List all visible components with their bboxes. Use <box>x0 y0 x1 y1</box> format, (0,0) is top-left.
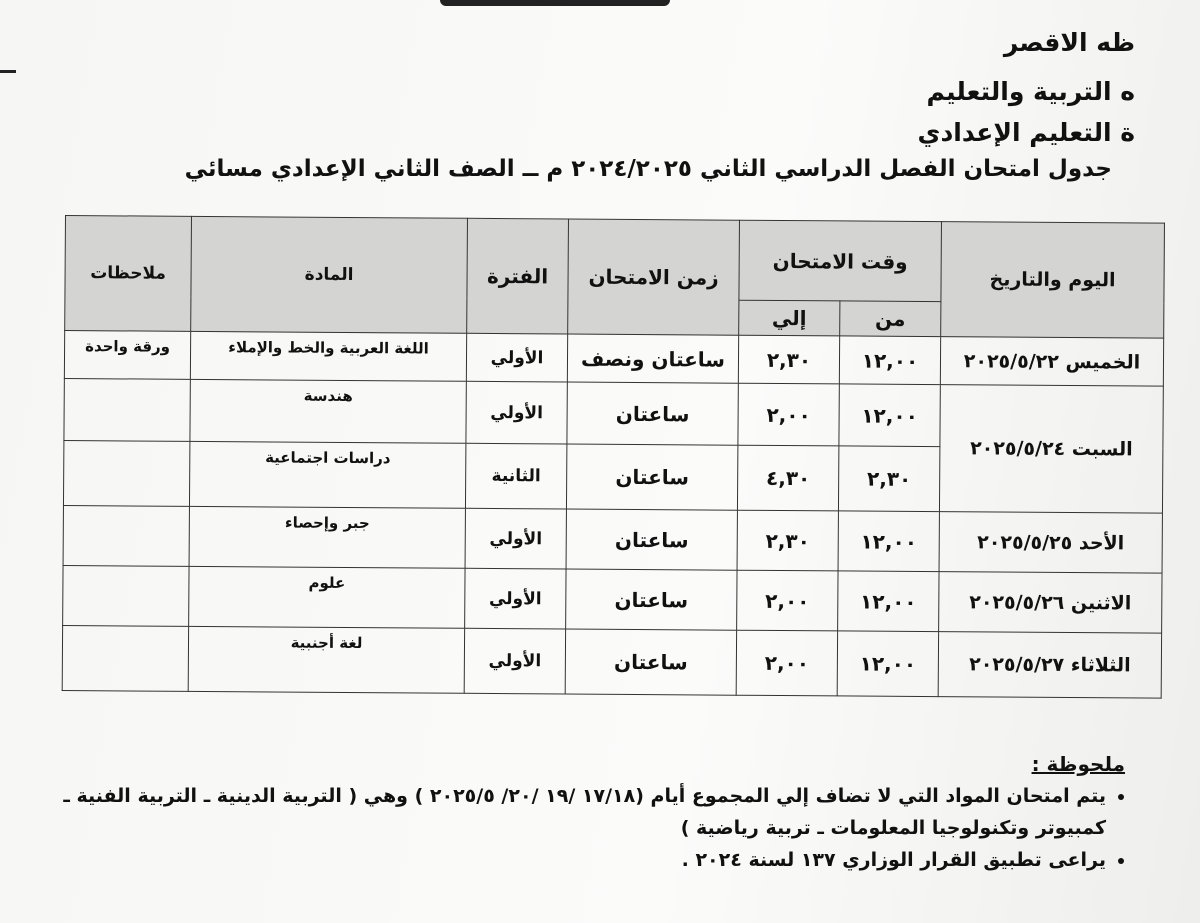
header-subject: المادة <box>190 216 468 334</box>
scan-mark <box>0 70 16 73</box>
header-notes: ملاحظات <box>64 215 192 332</box>
document-title: جدول امتحان الفصل الدراسي الثاني ٢٠٢٤/٢٠… <box>184 156 1112 182</box>
cell-day: الأحد ٢٠٢٥/٥/٢٥ <box>939 511 1163 574</box>
table-row: الخميس ٢٠٢٥/٥/٢٢ ١٢,٠٠ ٢,٣٠ ساعتان ونصف … <box>64 330 1164 387</box>
table-row: الاثنين ٢٠٢٥/٥/٢٦ ١٢,٠٠ ٢,٠٠ ساعتان الأو… <box>62 565 1163 634</box>
scan-artifact <box>440 0 670 6</box>
cell-to: ٢,٠٠ <box>737 383 840 446</box>
cell-to: ٢,٠٠ <box>736 570 839 631</box>
cell-duration: ساعتان ونصف <box>567 334 739 384</box>
cell-period: الأولي <box>464 568 567 630</box>
cell-to: ٢,٠٠ <box>736 630 838 696</box>
cell-notes: ورقة واحدة <box>64 330 191 380</box>
cell-from: ١٢,٠٠ <box>837 630 939 697</box>
cell-duration: ساعتان <box>565 629 737 696</box>
header-line-2: ه التربية والتعليم <box>926 77 1135 106</box>
header-line-1: ظه الاقصر <box>1003 28 1135 57</box>
cell-period: الأولي <box>464 628 566 695</box>
cell-from: ١٢,٠٠ <box>838 510 940 572</box>
cell-notes <box>63 440 190 507</box>
cell-duration: ساعتان <box>566 444 738 511</box>
table-row: الأحد ٢٠٢٥/٥/٢٥ ١٢,٠٠ ٢,٣٠ ساعتان الأولي… <box>63 505 1163 574</box>
table-row: الثلاثاء ٢٠٢٥/٥/٢٧ ١٢,٠٠ ٢,٠٠ ساعتان الأ… <box>62 625 1162 699</box>
cell-notes <box>63 378 191 442</box>
exam-schedule-table: اليوم والتاريخ وقت الامتحان زمن الامتحان… <box>62 215 1165 699</box>
table-row: السبت ٢٠٢٥/٥/٢٤ ١٢,٠٠ ٢,٠٠ ساعتان الأولي… <box>63 378 1164 514</box>
header-to: إلي <box>738 300 840 336</box>
cell-subject: لغة أجنبية <box>188 626 465 694</box>
cell-day: السبت ٢٠٢٥/٥/٢٤ <box>939 384 1164 514</box>
cell-day: الخميس ٢٠٢٥/٥/٢٢ <box>940 336 1164 387</box>
cell-day: الاثنين ٢٠٢٥/٥/٢٦ <box>938 571 1163 634</box>
cell-subject: دراسات اجتماعية <box>189 441 466 509</box>
header-time: وقت الامتحان <box>738 220 942 302</box>
cell-notes <box>62 625 189 692</box>
note-item: يتم امتحان المواد التي لا تضاف إلي المجم… <box>36 780 1106 844</box>
cell-notes <box>62 565 190 627</box>
cell-to: ٢,٣٠ <box>737 510 839 571</box>
cell-period: الثانية <box>465 443 567 510</box>
cell-subject: جبر وإحصاء <box>189 506 466 569</box>
cell-period: الأولي <box>465 508 567 570</box>
cell-to: ٢,٣٠ <box>738 335 840 384</box>
cell-period: الأولي <box>466 333 568 383</box>
header-period: الفترة <box>466 218 569 335</box>
cell-from: ١٢,٠٠ <box>838 383 941 447</box>
cell-day: الثلاثاء ٢٠٢٥/٥/٢٧ <box>938 631 1162 699</box>
header-line-3: ة التعليم الإعدادي <box>917 118 1135 147</box>
notes-title: ملحوظة : <box>1031 752 1125 776</box>
cell-from: ١٢,٠٠ <box>839 335 941 385</box>
cell-to: ٤,٣٠ <box>737 445 839 511</box>
cell-notes <box>63 505 190 567</box>
header-duration: زمن الامتحان <box>567 219 740 336</box>
header-from: من <box>839 300 941 337</box>
cell-from: ١٢,٠٠ <box>837 570 940 632</box>
cell-duration: ساعتان <box>566 509 738 571</box>
notes-list: يتم امتحان المواد التي لا تضاف إلي المجم… <box>36 780 1130 876</box>
cell-duration: ساعتان <box>565 569 738 631</box>
cell-period: الأولي <box>465 381 568 445</box>
cell-duration: ساعتان <box>566 382 739 446</box>
header-day: اليوم والتاريخ <box>940 221 1165 339</box>
cell-subject: هندسة <box>189 379 467 444</box>
cell-subject: اللغة العربية والخط والإملاء <box>190 331 467 382</box>
cell-subject: علوم <box>188 566 466 629</box>
cell-from: ٢,٣٠ <box>838 445 940 512</box>
note-item: يراعى تطبيق القرار الوزاري ١٣٧ لسنة ٢٠٢٤… <box>36 844 1106 876</box>
